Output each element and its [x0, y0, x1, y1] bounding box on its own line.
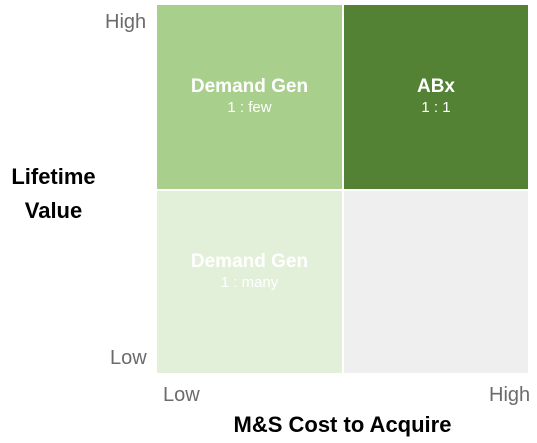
quadrant-bottom-right [344, 191, 528, 373]
quadrant-top-right-title: ABx [416, 76, 455, 97]
y-axis-tick-low: Low [110, 347, 147, 369]
quadrant-bottom-left-title: Demand Gen [190, 251, 309, 272]
quadrant-bottom-left-ratio: 1 : many [220, 274, 279, 291]
quadrant-grid: Demand Gen 1 : few ABx 1 : 1 Demand Gen … [157, 5, 528, 373]
x-axis-tick-high: High [489, 384, 531, 406]
x-axis-tick-low: Low [163, 384, 200, 406]
y-axis-title-line2: Value [24, 198, 83, 223]
quadrant-top-left-title: Demand Gen [190, 76, 309, 97]
quadrant-top-left-ratio: 1 : few [227, 99, 272, 116]
y-axis-title-line1: Lifetime [11, 164, 96, 189]
quadrant-top-right: ABx 1 : 1 [344, 5, 528, 189]
quadrant-top-left: Demand Gen 1 : few [157, 5, 342, 189]
y-axis-tick-high: High [105, 11, 147, 33]
y-axis-title: Lifetime Value [0, 160, 107, 228]
quadrant-bottom-left: Demand Gen 1 : many [157, 191, 342, 373]
x-axis-title: M&S Cost to Acquire [233, 412, 452, 437]
quadrant-top-right-ratio: 1 : 1 [421, 99, 451, 116]
